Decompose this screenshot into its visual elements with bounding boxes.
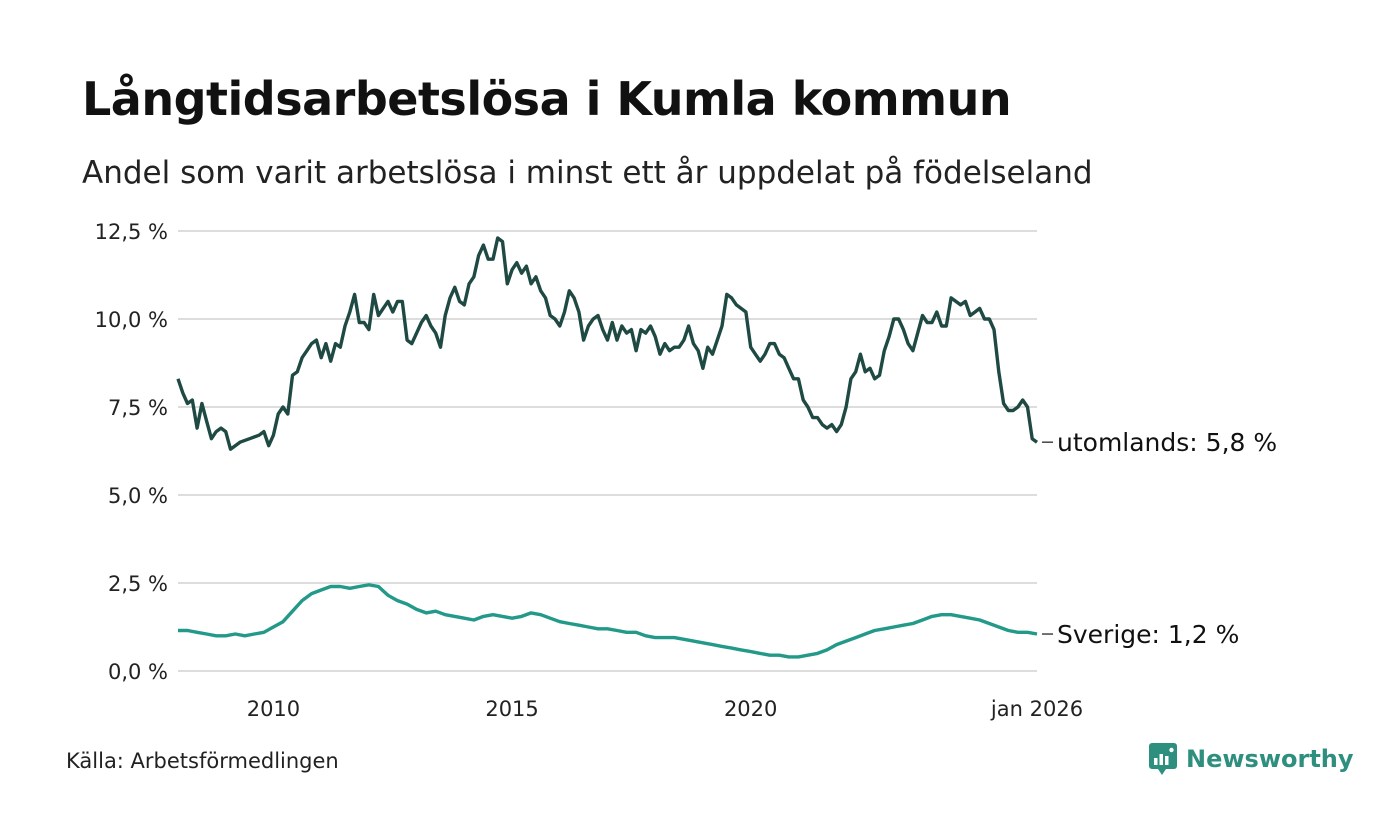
brand-logo: Newsworthy (1148, 742, 1354, 776)
series-end-label: Sverige: 1,2 % (1057, 620, 1239, 649)
series-end-labels: utomlands: 5,8 % Sverige: 1,2 % (1042, 428, 1277, 649)
x-tick-label: jan 2026 (990, 697, 1083, 721)
series-line-utomlands (176, 236, 1039, 451)
y-tick-label: 7,5 % (108, 396, 168, 420)
series-lines (176, 236, 1039, 659)
page-title: Långtidsarbetslösa i Kumla kommun (82, 72, 1012, 126)
y-tick-label: 12,5 % (95, 220, 168, 244)
y-axis-ticks: 0,0 % 2,5 % 5,0 % 7,5 % 10,0 % 12,5 % (95, 220, 168, 684)
brand-name: Newsworthy (1186, 745, 1354, 773)
y-tick-label: 2,5 % (108, 572, 168, 596)
series-line-sverige (178, 583, 1038, 659)
x-tick-label: 2020 (724, 697, 777, 721)
x-axis-ticks: 2010 2015 2020 jan 2026 (247, 697, 1083, 721)
page-subtitle: Andel som varit arbetslösa i minst ett å… (82, 155, 1093, 191)
source-note: Källa: Arbetsförmedlingen (66, 749, 339, 773)
x-tick-label: 2010 (247, 697, 300, 721)
gridlines (178, 230, 1037, 672)
y-tick-label: 5,0 % (108, 484, 168, 508)
y-tick-label: 0,0 % (108, 660, 168, 684)
x-tick-label: 2015 (485, 697, 538, 721)
newsworthy-logo-icon (1149, 743, 1177, 775)
series-end-label: utomlands: 5,8 % (1057, 428, 1277, 457)
y-tick-label: 10,0 % (95, 308, 168, 332)
